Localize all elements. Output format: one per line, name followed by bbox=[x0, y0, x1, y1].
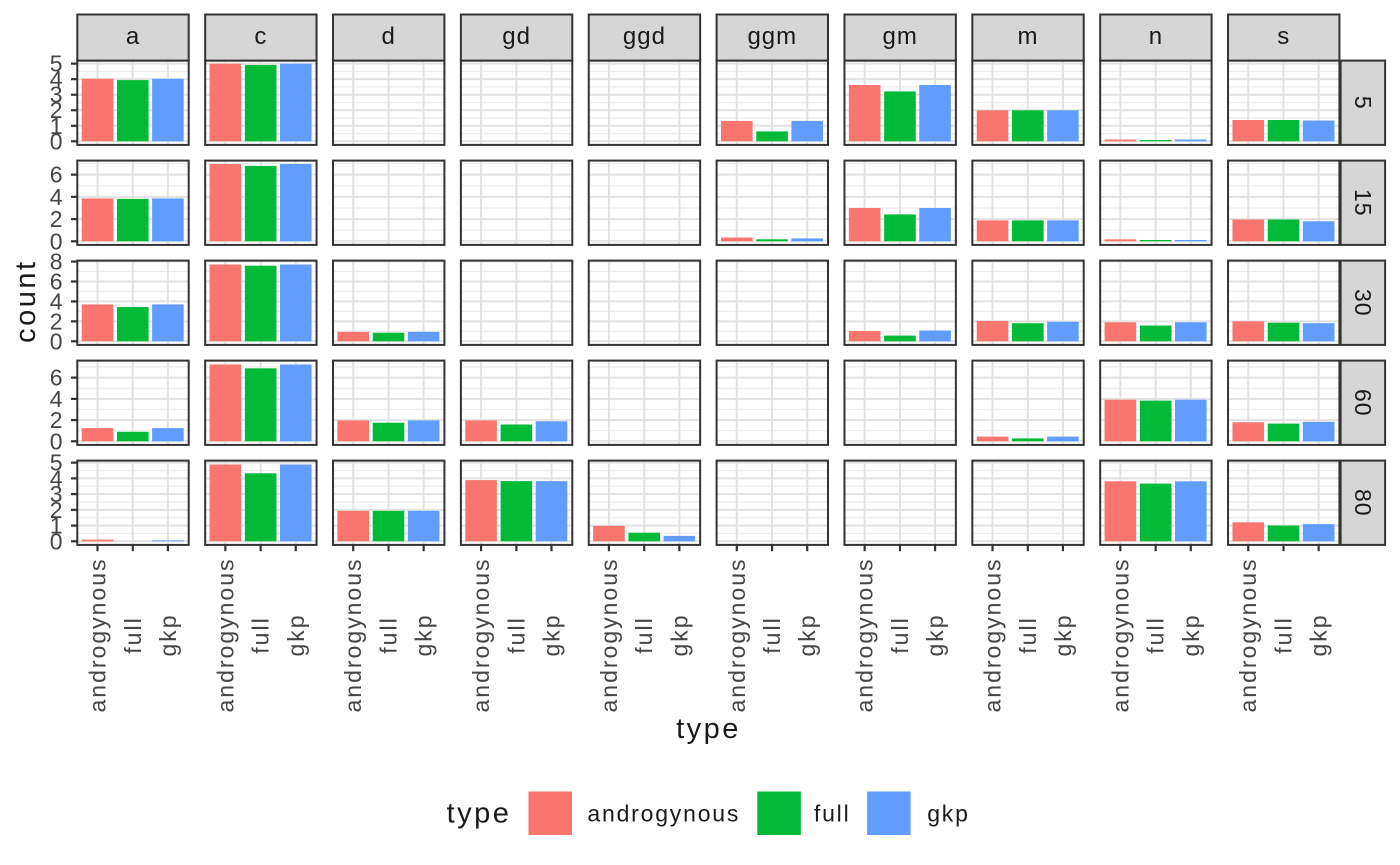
svg-text:gkp: gkp bbox=[283, 613, 309, 656]
svg-text:80: 80 bbox=[1350, 489, 1376, 517]
svg-text:full: full bbox=[1271, 616, 1297, 653]
svg-text:3: 3 bbox=[50, 82, 63, 108]
svg-text:3: 3 bbox=[50, 481, 63, 507]
svg-text:5: 5 bbox=[50, 51, 63, 77]
svg-text:ggd: ggd bbox=[623, 23, 666, 50]
svg-text:androgynous: androgynous bbox=[212, 558, 238, 713]
svg-text:androgynous: androgynous bbox=[980, 558, 1006, 713]
svg-text:androgynous: androgynous bbox=[587, 800, 740, 826]
svg-text:2: 2 bbox=[50, 308, 63, 334]
svg-text:30: 30 bbox=[1350, 289, 1376, 317]
svg-text:androgynous: androgynous bbox=[852, 558, 878, 713]
svg-text:2: 2 bbox=[50, 497, 63, 523]
svg-text:6: 6 bbox=[50, 162, 63, 188]
svg-text:2: 2 bbox=[50, 206, 63, 232]
svg-text:gkp: gkp bbox=[927, 800, 969, 826]
svg-text:0: 0 bbox=[50, 228, 63, 254]
svg-text:gkp: gkp bbox=[922, 613, 948, 656]
svg-text:androgynous: androgynous bbox=[85, 558, 111, 713]
svg-text:4: 4 bbox=[50, 288, 63, 314]
svg-text:full: full bbox=[376, 616, 402, 653]
svg-text:full: full bbox=[887, 616, 913, 653]
svg-text:m: m bbox=[1018, 23, 1039, 50]
svg-text:count: count bbox=[10, 259, 42, 342]
svg-text:gkp: gkp bbox=[1050, 613, 1076, 656]
svg-text:d: d bbox=[382, 23, 396, 50]
svg-text:gkp: gkp bbox=[155, 613, 181, 656]
svg-text:4: 4 bbox=[50, 66, 63, 92]
svg-text:1: 1 bbox=[50, 113, 63, 139]
svg-text:gd: gd bbox=[502, 23, 531, 50]
svg-text:6: 6 bbox=[50, 268, 63, 294]
svg-text:gkp: gkp bbox=[1178, 613, 1204, 656]
svg-text:full: full bbox=[120, 616, 146, 653]
svg-text:full: full bbox=[503, 616, 529, 653]
svg-text:2: 2 bbox=[50, 97, 63, 123]
svg-text:n: n bbox=[1149, 23, 1163, 50]
svg-text:15: 15 bbox=[1350, 189, 1376, 217]
svg-text:androgynous: androgynous bbox=[1107, 558, 1133, 713]
svg-text:androgynous: androgynous bbox=[724, 558, 750, 713]
svg-text:5: 5 bbox=[1350, 96, 1376, 110]
svg-text:gkp: gkp bbox=[538, 613, 564, 656]
svg-text:androgynous: androgynous bbox=[1235, 558, 1261, 713]
svg-text:0: 0 bbox=[50, 128, 63, 154]
svg-text:ggm: ggm bbox=[747, 23, 797, 50]
svg-text:2: 2 bbox=[50, 407, 63, 433]
svg-text:full: full bbox=[814, 800, 851, 826]
svg-text:full: full bbox=[1143, 616, 1169, 653]
svg-text:60: 60 bbox=[1350, 389, 1376, 417]
svg-text:c: c bbox=[254, 23, 267, 50]
svg-text:full: full bbox=[631, 616, 657, 653]
svg-text:type: type bbox=[447, 797, 512, 829]
svg-text:androgynous: androgynous bbox=[468, 558, 494, 713]
svg-text:type: type bbox=[676, 713, 741, 745]
svg-text:gkp: gkp bbox=[794, 613, 820, 656]
svg-text:0: 0 bbox=[50, 528, 63, 554]
svg-text:4: 4 bbox=[50, 465, 63, 491]
svg-text:s: s bbox=[1277, 23, 1290, 50]
svg-text:4: 4 bbox=[50, 386, 63, 412]
svg-text:androgynous: androgynous bbox=[340, 558, 366, 713]
svg-text:8: 8 bbox=[50, 249, 63, 275]
svg-text:gm: gm bbox=[882, 23, 917, 50]
svg-text:5: 5 bbox=[50, 450, 63, 476]
svg-text:androgynous: androgynous bbox=[596, 558, 622, 713]
svg-text:gkp: gkp bbox=[411, 613, 437, 656]
svg-text:0: 0 bbox=[50, 428, 63, 454]
svg-text:6: 6 bbox=[50, 365, 63, 391]
svg-text:1: 1 bbox=[50, 513, 63, 539]
svg-text:full: full bbox=[248, 616, 274, 653]
svg-text:full: full bbox=[759, 616, 785, 653]
svg-text:0: 0 bbox=[50, 328, 63, 354]
svg-text:a: a bbox=[126, 23, 140, 50]
svg-text:full: full bbox=[1015, 616, 1041, 653]
svg-text:gkp: gkp bbox=[1306, 613, 1332, 656]
svg-text:4: 4 bbox=[50, 184, 63, 210]
svg-text:gkp: gkp bbox=[666, 613, 692, 656]
